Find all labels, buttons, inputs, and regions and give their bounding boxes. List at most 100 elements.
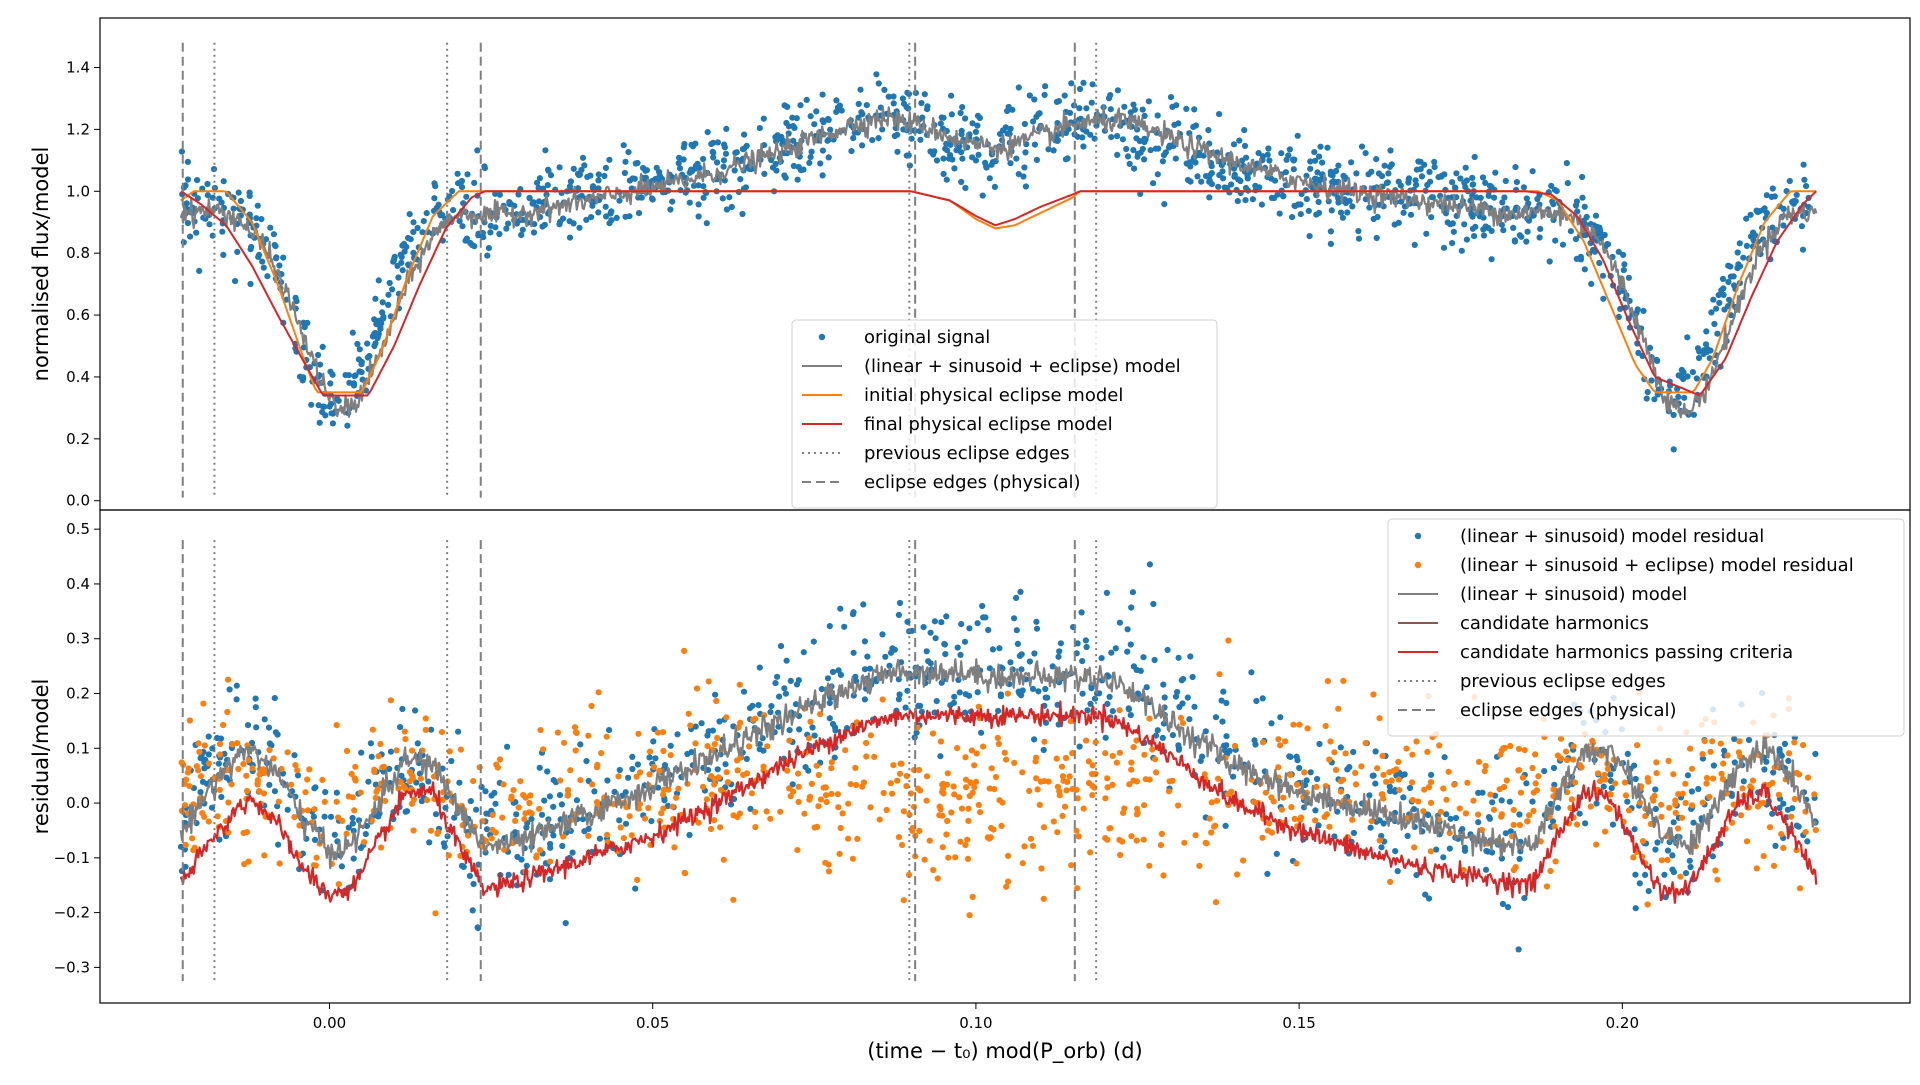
flux-point-a [319,403,327,410]
residual-point-a [774,673,781,680]
residual-point-b [786,785,793,792]
residual-point-b [1427,799,1435,807]
residual-point-a [541,797,548,804]
residual-point-a [634,761,642,768]
residual-point-b [1240,857,1247,864]
flux-point-a [1226,189,1233,196]
residual-point-a [1551,781,1558,788]
residual-point-b [521,816,528,823]
residual-y-tick-label: −0.1 [54,849,90,867]
residual-point-b [1133,811,1141,818]
residual-point-a [1084,707,1091,714]
residual-point-a [442,804,449,811]
residual-point-b [1512,864,1519,871]
residual-point-b [245,757,252,764]
residual-point-b [489,811,496,819]
flux-point-a [1353,170,1360,177]
residual-point-a [895,611,903,619]
flux-point-a [300,344,307,351]
residual-point-b [1380,795,1387,802]
flux-point-a [875,80,882,87]
flux-point-a [626,213,633,220]
flux-point-a [649,177,656,184]
flux-point-a [1763,209,1770,217]
flux-legend-label: (linear + sinusoid + eclipse) model [864,356,1181,377]
flux-point-a [1206,177,1213,184]
residual-point-a [943,613,950,620]
residual-point-a [1441,754,1448,761]
residual-point-a [1687,863,1694,871]
flux-point-a [1335,199,1342,206]
flux-point-a [1653,356,1660,364]
residual-point-b [1296,721,1303,728]
flux-point-a [372,295,379,302]
residual-point-a [1074,640,1081,647]
residual-point-b [528,810,535,817]
residual-point-b [995,740,1003,748]
residual-point-b [1358,763,1365,770]
residual-point-a [1507,828,1514,835]
residual-point-a [1506,798,1513,805]
residual-point-a [789,781,796,788]
residual-point-a [632,885,639,892]
residual-point-b [687,722,694,729]
residual-point-b [537,847,544,854]
residual-point-a [1763,758,1770,765]
residual-point-a [469,907,476,914]
residual-point-b [186,783,193,790]
residual-y-tick-label: 0.3 [66,630,90,648]
residual-point-a [861,638,869,645]
flux-y-tick-label: 0.6 [66,306,90,324]
residual-point-b [1796,771,1803,778]
residual-point-b [1116,749,1123,756]
flux-point-a [640,164,647,172]
flux-point-a [270,231,277,238]
residual-point-b [1335,705,1342,712]
flux-point-a [1523,238,1530,245]
flux-point-a [184,176,192,183]
residual-point-b [1788,813,1795,820]
residual-point-a [1337,744,1344,751]
residual-point-b [438,729,446,736]
residual-point-b [266,746,273,754]
residual-point-a [514,853,521,861]
flux-point-a [581,162,588,169]
residual-point-a [218,793,225,801]
residual-point-a [1682,870,1690,877]
residual-point-a [1146,561,1153,568]
residual-point-b [197,773,205,780]
flux-point-a [1488,256,1495,263]
flux-point-a [1573,198,1580,205]
flux-point-a [686,199,693,206]
residual-point-b [1710,775,1717,782]
residual-point-a [767,709,774,716]
flux-point-a [1695,354,1703,362]
flux-point-a [542,147,549,154]
residual-y-tick-label: 0.4 [66,575,90,593]
flux-point-a [924,106,931,113]
flux-point-a [1536,234,1543,241]
residual-point-a [826,715,833,722]
residual-point-b [1259,834,1266,841]
flux-point-a [487,229,494,236]
flux-point-a [1114,133,1121,140]
flux-point-a [437,212,444,219]
flux-point-a [675,160,682,167]
residual-point-b [422,726,429,734]
residual-point-b [304,807,311,814]
flux-point-a [1161,201,1168,208]
residual-point-b [835,804,842,811]
residual-point-b [234,740,241,747]
residual-point-a [1631,762,1638,769]
residual-point-b [945,854,952,861]
residual-point-b [764,743,771,750]
residual-point-b [205,760,212,767]
flux-point-a [316,419,323,426]
flux-point-a [1799,246,1807,253]
flux-point-a [300,374,307,381]
residual-point-b [1340,677,1347,685]
residual-point-a [1636,880,1643,887]
flux-point-a [991,183,999,190]
flux-point-a [917,136,924,143]
flux-point-a [1311,149,1318,156]
